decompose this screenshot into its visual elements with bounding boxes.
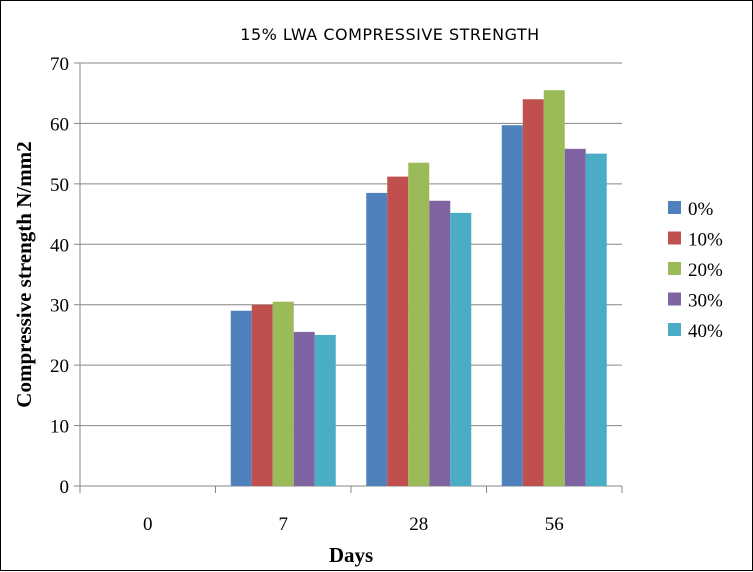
bar xyxy=(272,301,294,486)
y-tick-label: 30 xyxy=(50,296,69,317)
legend-label: 30% xyxy=(688,291,723,312)
bar xyxy=(314,334,336,486)
y-tick-label: 60 xyxy=(50,114,69,135)
y-tick-label: 70 xyxy=(50,54,69,75)
bar xyxy=(429,200,451,486)
legend-label: 0% xyxy=(688,199,714,220)
x-tick-label: 0 xyxy=(143,514,153,535)
legend-swatch xyxy=(668,231,681,245)
y-tick-label: 10 xyxy=(50,417,69,438)
legend-swatch xyxy=(668,323,681,336)
y-tick-label: 0 xyxy=(60,477,70,498)
legend-swatch xyxy=(668,262,681,275)
bars xyxy=(230,90,607,487)
bar xyxy=(501,125,523,487)
gridlines xyxy=(80,62,622,427)
bar xyxy=(387,176,409,486)
bar xyxy=(543,90,565,486)
bar xyxy=(230,310,252,486)
bar xyxy=(564,148,586,486)
bar xyxy=(450,212,472,486)
bar xyxy=(251,304,273,486)
legend-swatch xyxy=(668,201,681,214)
y-tick-label: 50 xyxy=(50,175,69,196)
bar xyxy=(366,192,388,486)
tick-labels: 0 10 20 30 40 50 60 70 0 7 28 56 xyxy=(50,54,564,535)
bar xyxy=(522,99,544,486)
x-tick-label: 7 xyxy=(279,514,289,535)
chart-title: 15% LWA COMPRESSIVE STRENGTH xyxy=(240,25,539,44)
bar xyxy=(408,162,430,486)
legend: 0% 10% 20% 30% 40% xyxy=(668,199,723,342)
x-tick-label: 56 xyxy=(545,514,564,535)
x-tick-label: 28 xyxy=(409,514,428,535)
x-axis-title: Days xyxy=(329,543,373,567)
legend-swatch xyxy=(668,292,681,306)
bar xyxy=(585,153,607,486)
bar xyxy=(293,331,315,486)
legend-label: 40% xyxy=(688,321,723,342)
y-tick-label: 20 xyxy=(50,356,69,377)
y-axis-title: Compressive strength N/mm2 xyxy=(12,141,36,407)
legend-label: 10% xyxy=(688,230,723,251)
y-tick-label: 40 xyxy=(50,235,69,256)
legend-label: 20% xyxy=(688,260,723,281)
